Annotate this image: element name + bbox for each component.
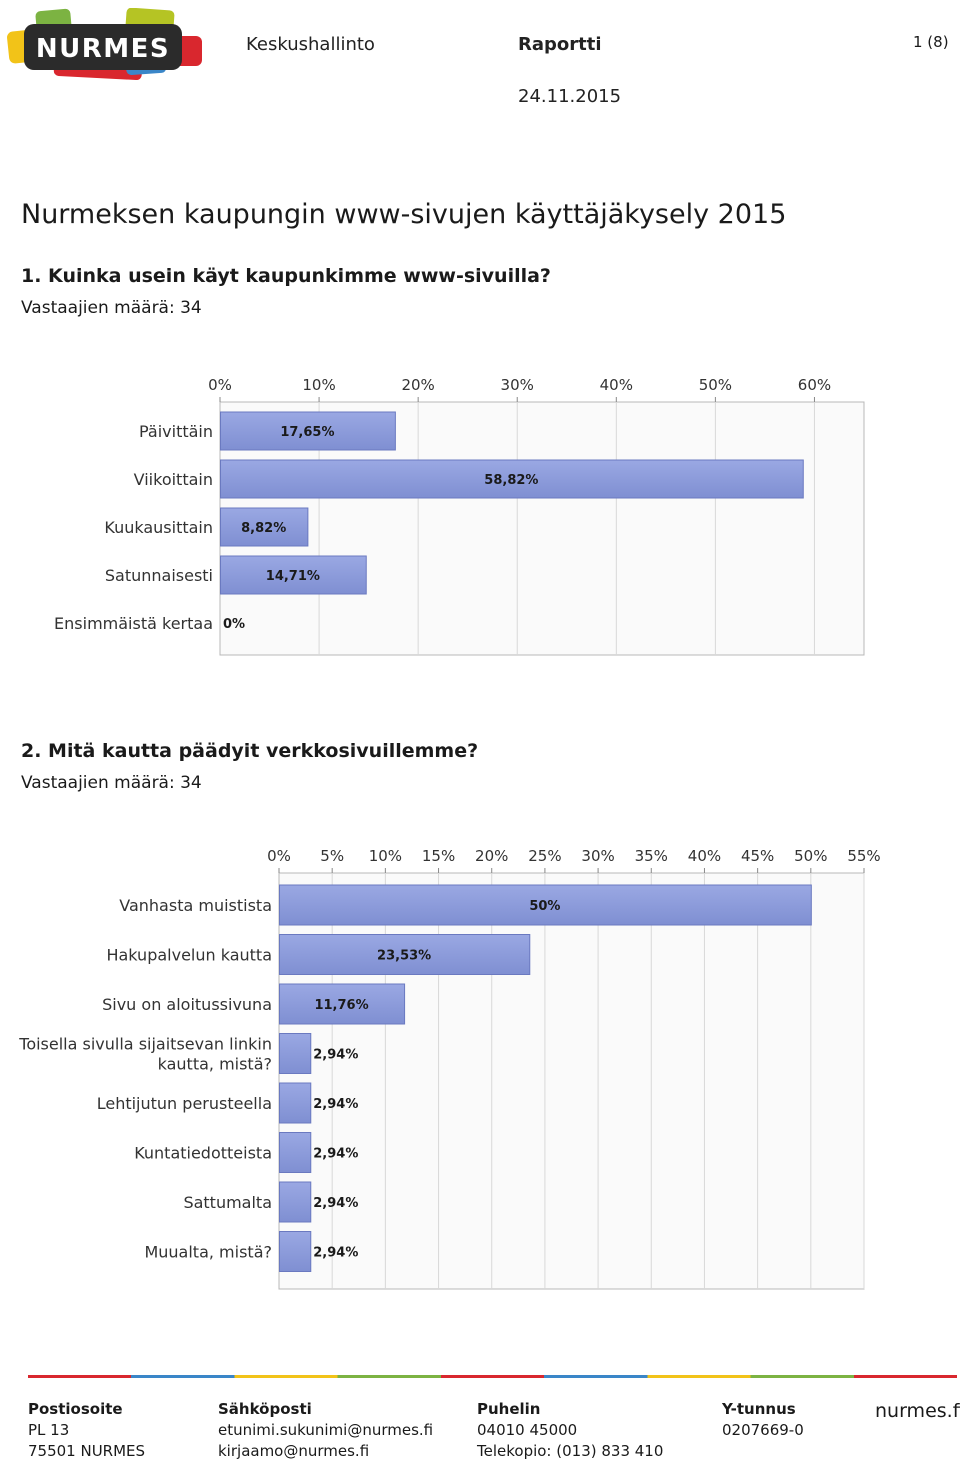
tick-label: 20% xyxy=(401,376,434,394)
tick-label: 0% xyxy=(208,376,232,394)
tick-label: 30% xyxy=(501,376,534,394)
bar xyxy=(279,1181,312,1223)
category-label: Kuukausittain xyxy=(104,518,213,537)
tick-label: 35% xyxy=(635,847,668,865)
bar xyxy=(279,1132,312,1173)
bar xyxy=(279,983,406,1025)
footer-business-id: Y-tunnus 0207669-0 xyxy=(722,1399,804,1441)
category-label: Sattumalta xyxy=(183,1193,272,1212)
data-label: 23,53% xyxy=(377,949,431,964)
category-label: Vanhasta muistista xyxy=(119,896,272,915)
category-label: Viikoittain xyxy=(134,470,213,489)
tick-label: 50% xyxy=(699,376,732,394)
document-date: 24.11.2015 xyxy=(518,86,622,107)
category-label: Sivu on aloitussivuna xyxy=(102,995,272,1014)
survey-title: Nurmeksen kaupungin www-sivujen käyttäjä… xyxy=(21,199,787,230)
category-label: kautta, mistä? xyxy=(158,1055,272,1074)
tick-label: 40% xyxy=(600,376,633,394)
tick-label: 50% xyxy=(794,847,827,865)
footer-email: Sähköposti etunimi.sukunimi@nurmes.fi ki… xyxy=(218,1399,433,1462)
bar xyxy=(220,411,396,451)
category-label: Muualta, mistä? xyxy=(144,1243,272,1262)
tick-label: 40% xyxy=(688,847,721,865)
footer-color-stripe xyxy=(28,1375,957,1378)
organization-name: Keskushallinto xyxy=(246,34,375,55)
question-2-chart: 0% 5% 10% 15% 20% 25% 30% 35% 40% 45% 50% 55% Vanhas… xyxy=(0,835,960,1305)
bar xyxy=(220,507,309,547)
footer-email-line1[interactable]: etunimi.sukunimi@nurmes.fi xyxy=(218,1421,434,1439)
footer-phone-heading: Puhelin xyxy=(477,1400,541,1418)
tick-label: 45% xyxy=(741,847,774,865)
bar xyxy=(279,934,531,975)
category-label: Ensimmäistä kertaa xyxy=(54,614,213,633)
nurmes-logo: NURMES xyxy=(6,7,206,81)
data-label: 50% xyxy=(529,899,560,914)
footer-email-heading: Sähköposti xyxy=(218,1400,312,1418)
tick-label: 0% xyxy=(267,847,291,865)
category-label: Toisella sivulla sijaitsevan linkin xyxy=(18,1035,272,1054)
question-2-respondents: Vastaajien määrä: 34 xyxy=(21,773,202,793)
bar xyxy=(220,459,804,499)
footer-phone-line2: Telekopio: (013) 833 410 xyxy=(477,1442,664,1460)
tick-label: 5% xyxy=(320,847,344,865)
logo-text: NURMES xyxy=(36,34,170,64)
data-label: 0% xyxy=(223,617,245,632)
data-label: 58,82% xyxy=(484,473,538,488)
footer-postal-address: Postiosoite PL 13 75501 NURMES xyxy=(28,1399,145,1462)
tick-label: 25% xyxy=(528,847,561,865)
data-label: 2,94% xyxy=(313,1196,358,1211)
footer-postal-line2: 75501 NURMES xyxy=(28,1442,146,1460)
question-1-chart: 0% 10% 20% 30% 40% 50% 60% Päivittäin 17,65% Viik… xyxy=(0,360,960,670)
page-number: 1 (8) xyxy=(913,33,949,51)
category-label: Päivittäin xyxy=(139,422,213,441)
tick-label: 30% xyxy=(581,847,614,865)
tick-label: 55% xyxy=(847,847,880,865)
footer-website[interactable]: nurmes.fi xyxy=(875,1400,960,1422)
tick-label: 10% xyxy=(369,847,402,865)
category-label: Hakupalvelun kautta xyxy=(106,946,272,965)
footer-phone-line1: 04010 45000 xyxy=(477,1421,578,1439)
tick-label: 60% xyxy=(798,376,831,394)
footer-postal-line1: PL 13 xyxy=(28,1421,70,1439)
data-label: 2,94% xyxy=(313,1147,358,1162)
data-label: 11,76% xyxy=(314,998,368,1013)
question-1-bar-chart: 0% 10% 20% 30% 40% 50% 60% Päivittäin 17,65% Viik… xyxy=(54,376,865,656)
footer-business-id-value: 0207669-0 xyxy=(722,1421,804,1439)
document-type: Raportti xyxy=(518,34,602,55)
bar xyxy=(279,1231,312,1272)
footer-postal-heading: Postiosoite xyxy=(28,1400,123,1418)
question-1-title: 1. Kuinka usein käyt kaupunkimme www-siv… xyxy=(21,265,551,287)
category-label: Kuntatiedotteista xyxy=(134,1144,272,1163)
bar xyxy=(279,1082,312,1124)
data-label: 2,94% xyxy=(313,1246,358,1261)
tick-label: 15% xyxy=(422,847,455,865)
data-label: 2,94% xyxy=(313,1097,358,1112)
tick-label: 20% xyxy=(475,847,508,865)
bar xyxy=(220,555,367,595)
footer-business-id-heading: Y-tunnus xyxy=(722,1400,796,1418)
data-label: 17,65% xyxy=(280,425,334,440)
question-2-bar-chart: 0% 5% 10% 15% 20% 25% 30% 35% 40% 45% 50% 55% Vanhas… xyxy=(18,847,881,1290)
footer-email-line2[interactable]: kirjaamo@nurmes.fi xyxy=(218,1442,370,1460)
data-label: 2,94% xyxy=(313,1048,358,1063)
category-label: Satunnaisesti xyxy=(105,566,213,585)
footer-phone: Puhelin 04010 45000 Telekopio: (013) 833… xyxy=(477,1399,663,1462)
question-2-title: 2. Mitä kautta päädyit verkkosivuillemme… xyxy=(21,740,479,762)
tick-label: 10% xyxy=(302,376,335,394)
question-1-respondents: Vastaajien määrä: 34 xyxy=(21,298,202,318)
bar xyxy=(279,884,812,926)
bar xyxy=(279,1033,312,1074)
data-label: 14,71% xyxy=(266,569,320,584)
data-label: 8,82% xyxy=(241,521,286,536)
category-label: Lehtijutun perusteella xyxy=(97,1094,272,1113)
